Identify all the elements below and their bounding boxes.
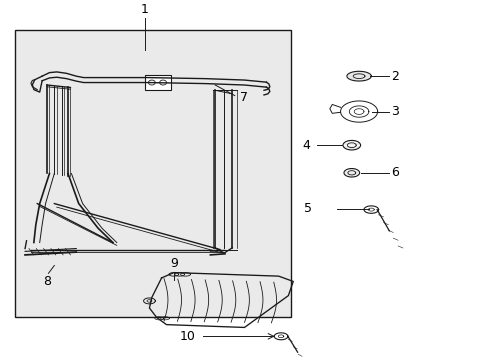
- Text: 3: 3: [390, 105, 398, 118]
- Bar: [144, 75, 171, 90]
- Text: 4: 4: [302, 139, 310, 152]
- Text: 6: 6: [390, 166, 398, 179]
- Bar: [15, 30, 290, 317]
- Text: 2: 2: [390, 70, 398, 83]
- Text: 7: 7: [239, 91, 247, 104]
- Text: 1: 1: [141, 3, 148, 16]
- Text: 5: 5: [303, 202, 311, 215]
- Text: 10: 10: [180, 330, 195, 343]
- Text: 8: 8: [43, 275, 51, 288]
- Text: 9: 9: [169, 257, 177, 270]
